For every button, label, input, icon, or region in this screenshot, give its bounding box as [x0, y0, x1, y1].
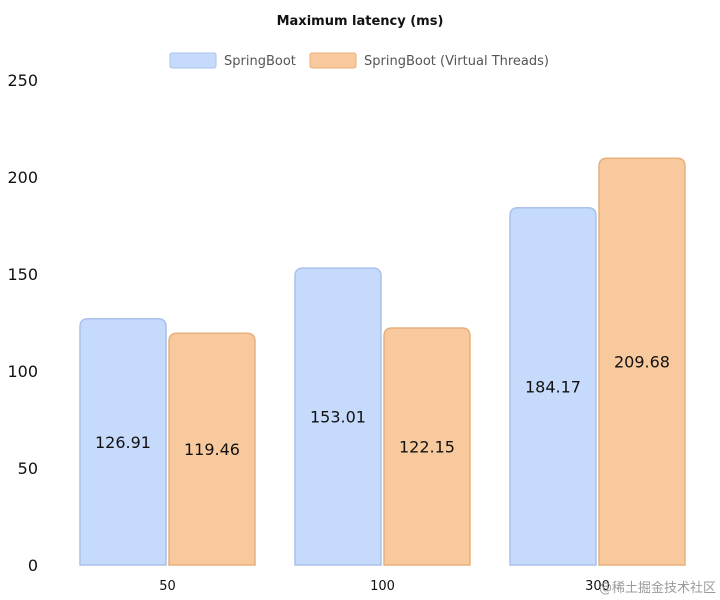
bar-data-label: 184.17 — [525, 377, 581, 396]
bar-data-label: 122.15 — [399, 438, 455, 457]
legend-label-1: SpringBoot — [224, 54, 296, 69]
chart-title: Maximum latency (ms) — [277, 14, 444, 29]
legend-swatch-2 — [309, 52, 357, 69]
x-axis: 50 100 300 — [159, 579, 610, 594]
y-axis: 0 50 100 150 200 250 — [7, 71, 38, 575]
bars — [79, 157, 686, 566]
bar-100-series-1 — [294, 267, 382, 566]
legend: SpringBoot SpringBoot (Virtual Threads) — [169, 52, 549, 69]
bar-data-label: 153.01 — [310, 408, 366, 427]
legend-swatch-1 — [169, 52, 217, 69]
bar-300-series-2 — [598, 157, 686, 566]
bar-100-series-2 — [383, 327, 471, 566]
y-tick-label: 250 — [7, 71, 38, 90]
y-tick-label: 200 — [7, 168, 38, 187]
bar-labels: 126.91 119.46 153.01 122.15 184.17 209.68 — [95, 353, 670, 460]
y-tick-label: 0 — [28, 556, 38, 575]
legend-label-2: SpringBoot (Virtual Threads) — [364, 54, 549, 69]
x-tick-label: 100 — [370, 579, 395, 594]
watermark: @稀土掘金技术社区 — [599, 580, 716, 596]
bar-50-series-1 — [79, 318, 167, 566]
bar-data-label: 209.68 — [614, 353, 670, 372]
y-tick-label: 100 — [7, 362, 38, 381]
y-tick-label: 50 — [18, 459, 38, 478]
bar-data-label: 119.46 — [184, 440, 240, 459]
y-tick-label: 150 — [7, 265, 38, 284]
bar-50-series-2 — [168, 332, 256, 566]
x-tick-label: 50 — [159, 579, 176, 594]
bar-data-label: 126.91 — [95, 433, 151, 452]
x-tick-label: 300 — [585, 579, 610, 594]
bar-300-series-1 — [509, 206, 597, 566]
